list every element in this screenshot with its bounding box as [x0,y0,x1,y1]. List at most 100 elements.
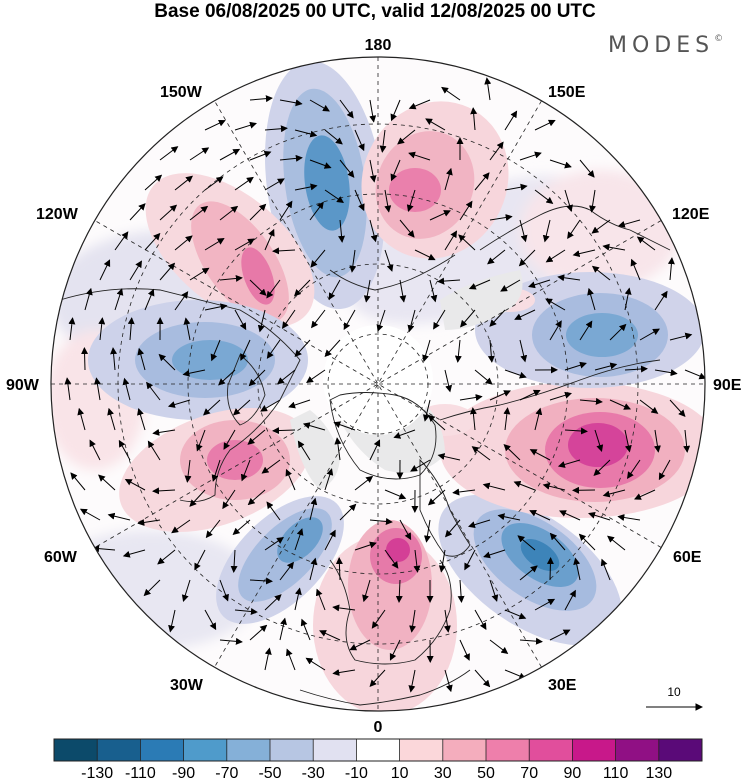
wind-arrow [204,303,228,311]
wind-arrow [309,99,330,112]
lon-label-120w: 120W [36,206,79,223]
colorbar-swatch [615,739,660,761]
wind-arrow [234,238,255,251]
wind-arrow [264,228,275,251]
wind-arrow [452,488,476,496]
wind-arrow [414,249,436,261]
wind-arrow [429,279,438,303]
wind-arrow [658,459,671,481]
wind-arrow [174,291,189,311]
wind-arrow [559,510,581,521]
globe-outline [50,56,706,712]
wind-arrow [107,407,116,431]
wind-arrow [124,478,146,491]
wind-arrow [81,347,89,371]
coast-scandinavia [419,458,471,557]
wind-arrow [519,219,528,243]
wind-arrow [219,637,243,645]
wind-arrow [248,369,266,387]
wind-arrow [338,219,346,243]
wind-arrow [444,519,461,538]
wind-arrow [564,589,576,611]
coast-greenland [329,392,437,480]
wind-arrow [300,618,311,641]
wind-arrow [579,159,595,178]
wind-arrow [174,175,193,191]
wind-arrow [98,474,116,491]
colorbar-swatch [442,739,487,761]
lat-circle-70 [257,263,499,505]
wind-arrow [489,390,511,401]
wind-arrow [617,514,641,521]
wind-arrow [591,219,611,234]
wind-arrow [589,189,596,213]
wind-arrow [567,219,581,240]
wind-arrow [444,230,458,251]
wind-arrow [617,219,641,228]
wind-vectors [64,77,705,693]
wind-arrow [204,238,225,251]
coast-hudson [227,354,266,426]
wind-arrow [408,151,431,161]
wind-arrow [234,176,254,191]
wind-arrow [594,362,618,371]
wind-arrow [110,347,118,371]
colorbar-swatch [572,739,617,761]
wind-arrow [234,121,257,131]
wind-arrow [294,587,302,611]
brand-mark: © [714,33,724,44]
wind-arrow [371,609,386,629]
lon-label-60e: 60E [673,549,702,566]
wind-arrow [549,391,572,401]
wind-arrow [339,99,354,119]
wind-arrow [232,399,251,416]
colorbar-swatch [399,739,444,761]
wind-arrow [362,579,371,603]
wind-arrow [147,440,161,461]
wind-arrow [594,429,604,452]
wind-arrow [247,489,266,506]
wind-arrow [474,609,487,630]
wind-arrow [669,332,693,341]
wind-arrow [489,141,504,161]
wind-arrow [513,480,536,491]
pale-pos-band-east [520,170,680,290]
anomaly-neg-90w [88,300,308,420]
wind-arrow [285,648,296,671]
wind-arrow [609,323,627,341]
wind-arrow [444,369,453,393]
wind-arrow [122,377,131,401]
wind-arrow [70,472,86,491]
wind-arrow [234,608,258,615]
wind-arrow [129,260,142,281]
wind-arrow [266,501,281,521]
wind-arrow [399,519,412,541]
wind-arrow [157,549,176,565]
colorbar-swatch [529,739,573,761]
wind-arrow [293,279,311,297]
wind-arrow [319,630,341,641]
wind-arrow [393,429,416,439]
wind-arrow [572,249,596,258]
wind-arrow [406,189,416,212]
wind-arrow [84,287,93,311]
wind-arrow [247,429,266,445]
wind-arrow [114,231,129,251]
wind-arrow [349,639,371,651]
wind-arrow [399,219,415,238]
wind-arrow [529,449,551,461]
wind-arrow [305,657,326,671]
wind-arrow [389,639,401,661]
wind-arrow [369,99,377,123]
wind-arrow [281,309,296,329]
wind-arrow [549,532,566,551]
wind-arrow [79,508,101,521]
wind-arrow [99,259,111,281]
wind-arrow [549,629,571,641]
wind-arrow [564,361,587,371]
wind-arrow [437,453,461,461]
wind-arrow [557,274,581,282]
wind-arrow [458,234,476,251]
wind-arrow [438,549,446,573]
